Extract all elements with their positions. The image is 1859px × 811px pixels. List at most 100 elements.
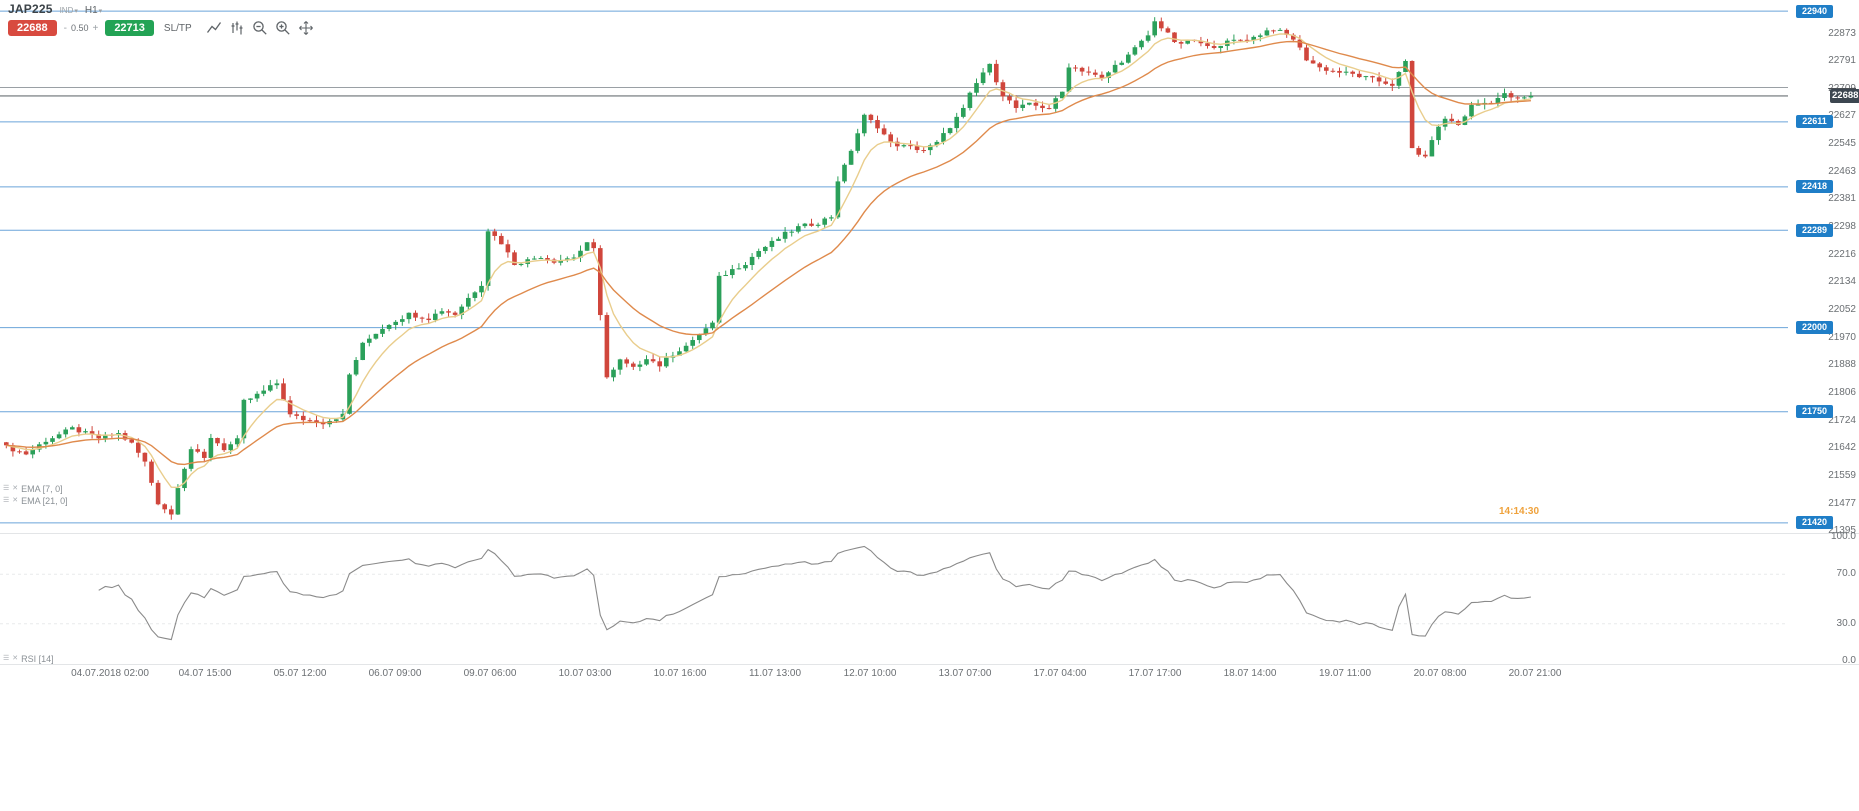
level-price-tag[interactable]: 22000	[1796, 321, 1833, 335]
candle-body	[624, 359, 629, 364]
candle-body	[584, 242, 590, 251]
candle-body	[578, 250, 583, 258]
timeframe-selector[interactable]: H1▾	[84, 5, 103, 16]
candle-body	[895, 141, 900, 147]
candle-body	[1099, 74, 1105, 79]
candle-body	[393, 321, 398, 325]
price-tick: 21477	[1828, 497, 1856, 509]
candle-body	[380, 328, 385, 334]
zoom-out-icon[interactable]	[252, 20, 268, 36]
buy-button[interactable]: 22713	[105, 20, 154, 36]
menu-icon[interactable]: ☰	[3, 497, 10, 504]
candle-body	[947, 128, 953, 134]
candle-body	[1416, 148, 1421, 155]
candle-body	[142, 452, 148, 462]
candle-body	[994, 63, 999, 83]
pan-icon[interactable]	[298, 20, 314, 36]
candle-body	[215, 437, 220, 444]
level-price-tag[interactable]: 21420	[1796, 516, 1833, 530]
candle-body	[149, 461, 154, 483]
spread-minus-button[interactable]: -	[63, 22, 67, 34]
candle-body	[373, 333, 379, 339]
level-price-tag[interactable]: 22611	[1796, 115, 1833, 129]
candle-body	[848, 150, 854, 165]
candle-body	[1370, 76, 1375, 78]
candle-body	[89, 431, 95, 435]
candle-body	[1040, 105, 1045, 109]
trendline-icon[interactable]	[206, 20, 222, 36]
candle-body	[776, 238, 781, 241]
candle-body	[1238, 39, 1243, 41]
sell-button[interactable]: 22688	[8, 20, 57, 36]
candle-body	[1442, 118, 1448, 127]
candle-body	[1469, 105, 1474, 117]
candle-body	[1436, 126, 1441, 141]
time-label: 10.07 16:00	[653, 668, 707, 679]
candle-body	[1093, 72, 1098, 75]
candle-body	[730, 269, 735, 276]
candle-body	[1106, 72, 1111, 79]
level-price-tag[interactable]: 22940	[1796, 4, 1833, 18]
candle-body	[1086, 71, 1091, 73]
spread-plus-button[interactable]: +	[92, 22, 99, 34]
candle-body	[802, 223, 808, 227]
candle-body	[1258, 35, 1263, 37]
candle-body	[1112, 64, 1118, 73]
price-tick: 22709	[1828, 83, 1856, 95]
menu-icon[interactable]: ☰	[3, 485, 10, 492]
indicators-icon[interactable]	[229, 20, 245, 36]
candle-body	[604, 315, 610, 378]
candle-body	[241, 399, 247, 439]
candle-body	[1033, 102, 1039, 106]
candle-body	[182, 468, 187, 489]
candle-body	[763, 246, 768, 252]
candle-body	[23, 451, 29, 455]
price-tick: 22791	[1828, 55, 1856, 67]
price-level-lines[interactable]	[0, 10, 1788, 524]
zoom-in-icon[interactable]	[275, 20, 291, 36]
level-price-tag[interactable]: 21750	[1796, 405, 1833, 419]
menu-icon[interactable]: ☰	[3, 655, 10, 662]
candle-body	[862, 114, 867, 134]
level-price-tag[interactable]: 22289	[1796, 223, 1833, 237]
candle-body	[974, 83, 979, 93]
chart-header: JAP225 IND▾ H1▾ 22688 - 0.50 + 22713 SL/…	[8, 2, 314, 36]
candle-body	[934, 141, 940, 146]
ema-21-line[interactable]	[6, 40, 1531, 466]
candle-body	[30, 449, 35, 455]
candle-body	[136, 442, 141, 453]
candle-body	[169, 509, 174, 515]
candle-body	[221, 443, 227, 451]
candle-body	[967, 92, 973, 108]
close-icon[interactable]: ✕	[12, 655, 19, 662]
sltp-button[interactable]: SL/TP	[163, 22, 192, 34]
candle-body	[70, 427, 75, 430]
candle-body	[367, 338, 372, 343]
candle-body	[459, 306, 464, 315]
candle-body	[921, 150, 926, 152]
price-tick: 21888	[1828, 359, 1856, 371]
price-axis[interactable]: 22873 22791 22709 22627 22545 22463 22381 22298…	[1788, 0, 1859, 690]
rsi-line[interactable]	[98, 545, 1531, 641]
candle-body	[479, 285, 484, 293]
ema-7-line[interactable]	[6, 33, 1532, 489]
candle-body	[103, 434, 108, 439]
candle-body	[43, 441, 49, 445]
price-tick: 22298	[1828, 221, 1856, 233]
candle-body	[228, 444, 233, 451]
candle-body	[1132, 47, 1138, 55]
candle-body	[360, 342, 365, 361]
candles[interactable]	[4, 17, 1534, 520]
level-price-tag[interactable]: 22418	[1796, 180, 1833, 194]
chevron-down-icon: ▾	[74, 8, 78, 15]
candle-body	[492, 231, 497, 236]
symbol-selector[interactable]: JAP225	[8, 2, 53, 16]
time-label: 06.07 09:00	[368, 668, 422, 679]
close-icon[interactable]: ✕	[12, 485, 19, 492]
close-icon[interactable]: ✕	[12, 497, 19, 504]
time-axis[interactable]: 04.07.2018 02:00 04.07 15:00 05.07 12:00 06…	[0, 666, 1859, 684]
candle-body	[565, 258, 570, 261]
candle-body	[17, 451, 22, 453]
